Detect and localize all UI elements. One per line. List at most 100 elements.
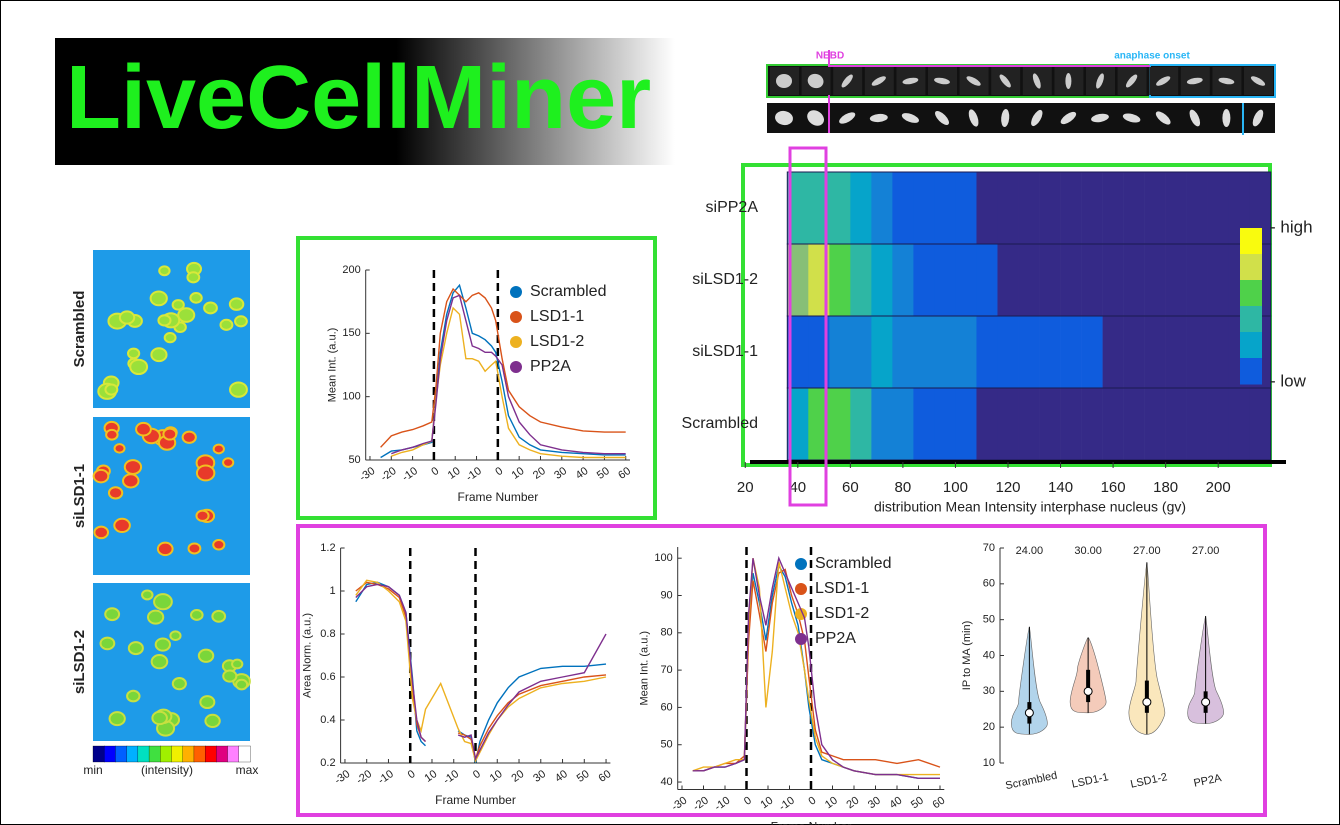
colorbar-swatch: [1240, 306, 1262, 333]
x-tick-label: 0: [406, 768, 418, 781]
nucleus: [113, 443, 126, 454]
heat-cell: [1102, 172, 1124, 244]
heat-cell: [1228, 172, 1251, 244]
heat-cell: [1123, 316, 1145, 388]
nucleus: [135, 421, 152, 437]
nebd-label: NEBD: [816, 51, 844, 62]
x-tick-label: PP2A: [1193, 772, 1224, 790]
y-tick-label: 40: [660, 776, 672, 788]
nucleus: [169, 630, 182, 642]
heat-cell: [934, 316, 956, 388]
heat-cell: [1165, 316, 1187, 388]
nucleus: [222, 457, 235, 468]
nucleus: [157, 314, 172, 327]
heat-cell: [787, 172, 809, 244]
value-label: 30.00: [1074, 545, 1102, 557]
frame-chromatin: [966, 76, 981, 86]
y-tick-label: 60: [983, 578, 995, 590]
frame-chromatin: [841, 74, 853, 88]
frame-seg: [1222, 109, 1231, 127]
nucleus: [203, 301, 218, 315]
image-label: Scrambled: [71, 291, 88, 368]
frame-chromatin: [1186, 77, 1203, 85]
legend-label: Scrambled: [530, 283, 606, 300]
x-tick-label: 10: [446, 465, 463, 482]
panel-frame: [296, 524, 1267, 817]
heat-cell: [913, 172, 935, 244]
heat-cell: [997, 388, 1019, 460]
heat-cell: [808, 316, 830, 388]
x-tick-label: 100: [943, 479, 968, 496]
cell-images: [92, 67, 1273, 763]
nucleus: [222, 669, 238, 683]
x-tick-label: 20: [509, 768, 526, 785]
heat-cell: [955, 316, 977, 388]
nucleus: [153, 593, 173, 611]
x-tick-label: 0: [471, 768, 483, 781]
colorbar-swatch: [160, 745, 173, 763]
heat-cell: [850, 244, 872, 316]
x-tick-label: 50: [909, 795, 926, 812]
heat-cell: [1018, 172, 1040, 244]
nucleus: [204, 713, 221, 729]
y-tick-label: 50: [348, 454, 360, 466]
heat-cell: [787, 316, 809, 388]
nucleus: [228, 297, 245, 311]
legend-label: LSD1-1: [815, 580, 869, 597]
y-tick-label: 60: [660, 701, 672, 713]
heat-cell: [1123, 388, 1145, 460]
x-axis-label: Frame Number: [458, 490, 539, 504]
nucleus: [212, 443, 225, 455]
heat-cell: [829, 316, 851, 388]
nucleus: [107, 486, 124, 500]
heat-cell: [787, 388, 809, 460]
y-tick-label: 70: [660, 664, 672, 676]
heat-cell: [1144, 172, 1166, 244]
colorbar-swatch: [115, 745, 128, 763]
frame-chromatin: [1125, 74, 1138, 88]
y-tick-label: 0.6: [320, 671, 335, 683]
y-tick-label: 1.2: [320, 542, 335, 554]
nucleus: [141, 589, 154, 601]
heat-cell: [1081, 172, 1103, 244]
nucleus: [129, 358, 149, 376]
banner: [55, 38, 675, 165]
frame-chromatin: [776, 74, 792, 88]
heat-cell: [1060, 244, 1082, 316]
nucleus: [108, 711, 126, 727]
heat-cell: [913, 244, 935, 316]
colorbar-swatch: [104, 745, 117, 763]
heat-cell: [997, 172, 1019, 244]
colorbar-label: - low: [1270, 371, 1307, 390]
y-tick-label: 0.8: [320, 628, 335, 640]
x-axis-label: Frame Number: [771, 820, 852, 825]
x-tick-label: 60: [597, 768, 614, 785]
heat-cell: [1144, 244, 1166, 316]
heat-cell: [1186, 244, 1208, 316]
x-tick-label: 180: [1153, 479, 1178, 496]
colorbar-swatch: [204, 745, 218, 763]
image-label: siLSD1-1: [71, 464, 88, 528]
heat-cell: [955, 172, 977, 244]
y-tick-label: 1: [329, 585, 335, 597]
nucleus: [171, 299, 185, 311]
x-tick-label: 10: [823, 795, 840, 812]
frame-seg: [1091, 113, 1109, 123]
nucleus: [150, 347, 168, 363]
y-tick-label: 50: [983, 614, 995, 626]
x-tick-label: 80: [895, 479, 912, 496]
legend-marker: [795, 583, 807, 595]
nucleus: [127, 641, 144, 656]
nucleus: [99, 636, 116, 651]
heat-cell: [1249, 172, 1272, 244]
x-tick-label: 0: [806, 795, 818, 808]
heat-cell: [1018, 244, 1040, 316]
y-tick-label: 10: [983, 757, 995, 769]
colorbar-swatch: [238, 745, 251, 763]
frame-seg: [1031, 109, 1043, 127]
legend-marker: [510, 286, 522, 298]
nucleus: [186, 271, 201, 284]
frame-seg: [901, 113, 919, 123]
y-tick-label: 200: [342, 264, 360, 276]
